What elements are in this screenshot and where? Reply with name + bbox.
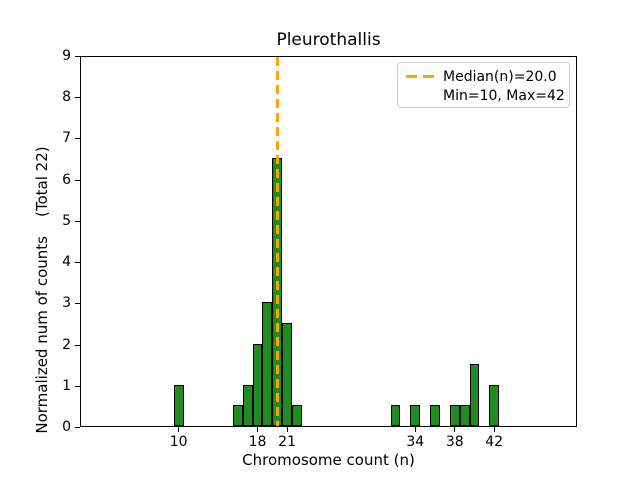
legend-label-minmax: Min=10, Max=42 [443,87,565,104]
y-tick-label: 2 [62,336,71,353]
legend-label-median: Median(n)=20.0 [443,68,557,85]
y-tick-mark [75,262,80,264]
x-tick-mark [493,427,495,432]
x-tick-mark [414,427,416,432]
x-tick-mark [286,427,288,432]
histogram-bar [232,405,243,426]
y-tick-label: 6 [62,171,71,188]
histogram-bar [459,405,470,426]
x-tick-mark [178,427,180,432]
histogram-bar [410,405,421,426]
histogram-bar [252,343,263,426]
y-tick-mark [75,344,80,346]
chart-title: Pleurothallis [276,30,381,50]
y-tick-label: 1 [62,377,71,394]
x-tick-label: 18 [248,434,267,450]
legend-row-median: Median(n)=20.0 [406,67,561,86]
histogram-bar [292,405,302,426]
y-tick-mark [75,427,80,428]
x-tick-label: 21 [278,434,296,450]
y-tick-mark [75,303,80,305]
histogram-bar [430,405,440,426]
y-tick-label: 5 [62,212,71,229]
legend: Median(n)=20.0 Min=10, Max=42 [397,62,570,108]
x-tick-mark [454,427,456,432]
y-tick-mark [75,56,80,57]
histogram-bar [449,405,460,426]
x-axis-label: Chromosome count (n) [242,451,415,469]
legend-median-dash-icon [406,75,436,78]
histogram-bar [173,384,184,426]
x-tick-label: 10 [169,434,188,450]
median-line [275,57,279,426]
x-tick-label: 34 [406,434,425,450]
x-tick-label: 42 [485,434,504,450]
histogram-bar [390,405,401,426]
y-tick-label: 4 [62,254,71,271]
y-tick-label: 0 [62,419,71,435]
x-tick-mark [257,427,258,432]
histogram-bar [282,322,293,426]
y-tick-mark [75,385,80,387]
histogram-bar [262,302,273,426]
y-tick-mark [75,97,80,99]
x-tick-label: 38 [445,434,464,450]
histogram-bar [469,364,480,426]
y-tick-mark [75,179,80,181]
legend-row-minmax: Min=10, Max=42 [406,86,565,105]
y-tick-label: 9 [62,48,71,64]
y-tick-label: 8 [62,89,71,106]
histogram-bar [489,384,500,426]
histogram-bar [242,384,253,426]
y-tick-mark [75,138,80,140]
y-tick-label: 3 [62,295,71,312]
plot-area: Median(n)=20.0 Min=10, Max=42 10 18 21 34 38… [62,48,577,450]
y-tick-mark [75,220,80,222]
y-tick-label: 7 [62,130,71,147]
